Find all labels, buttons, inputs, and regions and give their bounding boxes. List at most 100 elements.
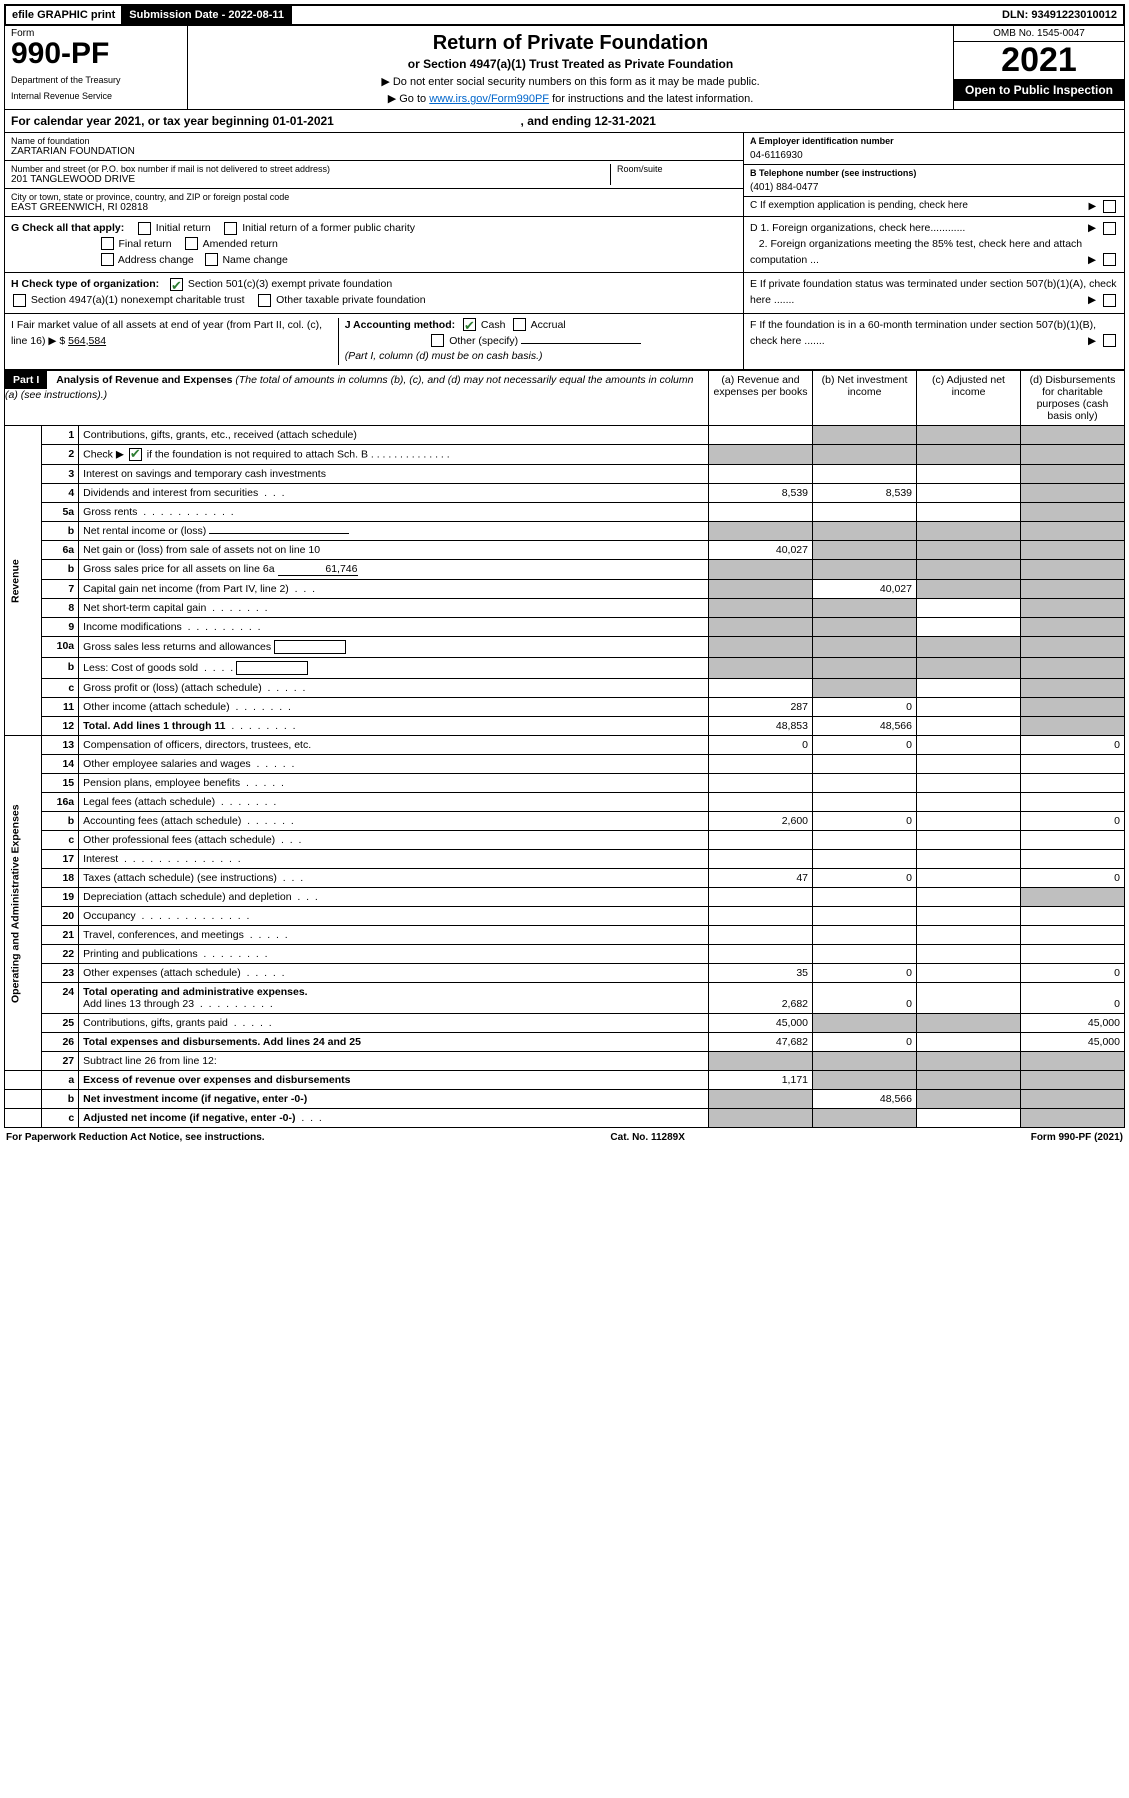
line-27b: Net investment income (if negative, ente… (79, 1090, 709, 1109)
form-header: Form 990-PF Department of the Treasury I… (4, 26, 1125, 110)
section-ij: I Fair market value of all assets at end… (5, 314, 743, 369)
form-subtitle: or Section 4947(a)(1) Trust Treated as P… (196, 57, 945, 71)
cash-checkbox[interactable] (463, 318, 476, 331)
name-change-checkbox[interactable] (205, 253, 218, 266)
line-16a: Legal fees (attach schedule) . . . . . .… (79, 793, 709, 812)
city-label: City or town, state or province, country… (11, 192, 737, 202)
section-h: H Check type of organization: Section 50… (5, 273, 743, 314)
cat-no: Cat. No. 11289X (610, 1132, 684, 1143)
arrow-icon: ▶ (1088, 334, 1096, 350)
tax-year: 2021 (954, 42, 1124, 79)
line-13: Compensation of officers, directors, tru… (79, 736, 709, 755)
foreign-org-checkbox[interactable] (1103, 222, 1116, 235)
form-ref: Form 990-PF (2021) (1031, 1132, 1123, 1143)
arrow-icon: ▶ (1088, 253, 1096, 269)
submission-date: Submission Date - 2022-08-11 (123, 6, 292, 24)
initial-former-checkbox[interactable] (224, 222, 237, 235)
section-g: G Check all that apply: Initial return I… (5, 217, 743, 273)
line-27c: Adjusted net income (if negative, enter … (79, 1109, 709, 1128)
phone-value: (401) 884-0477 (750, 178, 1118, 193)
line-15: Pension plans, employee benefits . . . .… (79, 774, 709, 793)
col-d-header: (d) Disbursements for charitable purpose… (1021, 371, 1125, 426)
amended-return-checkbox[interactable] (185, 237, 198, 250)
omb-number: OMB No. 1545-0047 (954, 26, 1124, 42)
open-public-badge: Open to Public Inspection (954, 79, 1124, 101)
line-10a: Gross sales less returns and allowances (79, 637, 709, 658)
line-19: Depreciation (attach schedule) and deple… (79, 888, 709, 907)
phone-label: B Telephone number (see instructions) (750, 168, 1118, 178)
line-23: Other expenses (attach schedule) . . . .… (79, 964, 709, 983)
section-d: D 1. Foreign organizations, check here..… (744, 217, 1124, 273)
irs-link[interactable]: www.irs.gov/Form990PF (429, 93, 549, 105)
revenue-label: Revenue (5, 426, 42, 736)
507b1b-checkbox[interactable] (1103, 334, 1116, 347)
85pct-checkbox[interactable] (1103, 253, 1116, 266)
507b1a-checkbox[interactable] (1103, 294, 1116, 307)
addr-label: Number and street (or P.O. box number if… (11, 164, 610, 174)
line-20: Occupancy . . . . . . . . . . . . . (79, 907, 709, 926)
accrual-checkbox[interactable] (513, 318, 526, 331)
col-c-header: (c) Adjusted net income (917, 371, 1021, 426)
line-17: Interest . . . . . . . . . . . . . . (79, 850, 709, 869)
line-10c: Gross profit or (loss) (attach schedule)… (79, 679, 709, 698)
pending-checkbox[interactable] (1103, 200, 1116, 213)
line-16c: Other professional fees (attach schedule… (79, 831, 709, 850)
identification-block: Name of foundation ZARTARIAN FOUNDATION … (4, 133, 1125, 217)
section-f: F If the foundation is in a 60-month ter… (744, 314, 1124, 354)
efile-label[interactable]: efile GRAPHIC print (6, 6, 123, 24)
room-label: Room/suite (617, 164, 737, 174)
line-12: Total. Add lines 1 through 11 . . . . . … (79, 717, 709, 736)
section-e: E If private foundation status was termi… (744, 273, 1124, 314)
form-title: Return of Private Foundation (196, 32, 945, 55)
instr-link: ▶ Go to www.irs.gov/Form990PF for instru… (196, 92, 945, 105)
501c3-checkbox[interactable] (170, 278, 183, 291)
arrow-icon: ▶ (1088, 221, 1096, 237)
check-section: G Check all that apply: Initial return I… (4, 217, 1125, 370)
ein-label: A Employer identification number (750, 136, 1118, 146)
form-number: 990-PF (11, 39, 181, 69)
opex-label: Operating and Administrative Expenses (5, 736, 42, 1071)
line-27a: Excess of revenue over expenses and disb… (79, 1071, 709, 1090)
foundation-name: ZARTARIAN FOUNDATION (11, 146, 737, 157)
line-11: Other income (attach schedule) . . . . .… (79, 698, 709, 717)
page-footer: For Paperwork Reduction Act Notice, see … (4, 1128, 1125, 1143)
address-change-checkbox[interactable] (101, 253, 114, 266)
line-26: Total expenses and disbursements. Add li… (79, 1033, 709, 1052)
initial-return-checkbox[interactable] (138, 222, 151, 235)
ein-value: 04-6116930 (750, 146, 1118, 161)
street-address: 201 TANGLEWOOD DRIVE (11, 174, 610, 185)
name-label: Name of foundation (11, 136, 737, 146)
top-bar: efile GRAPHIC print Submission Date - 20… (4, 4, 1125, 26)
part1-table: Part I Analysis of Revenue and Expenses … (4, 370, 1125, 1128)
dept-treasury: Department of the Treasury (11, 75, 181, 85)
instr-ssn: ▶ Do not enter social security numbers o… (196, 75, 945, 88)
line-9: Income modifications . . . . . . . . . (79, 618, 709, 637)
other-method-checkbox[interactable] (431, 334, 444, 347)
irs-label: Internal Revenue Service (11, 91, 181, 101)
col-a-header: (a) Revenue and expenses per books (709, 371, 813, 426)
line-8: Net short-term capital gain . . . . . . … (79, 599, 709, 618)
line-5a: Gross rents . . . . . . . . . . . (79, 503, 709, 522)
line-6a: Net gain or (loss) from sale of assets n… (79, 541, 709, 560)
final-return-checkbox[interactable] (101, 237, 114, 250)
4947a1-checkbox[interactable] (13, 294, 26, 307)
arrow-icon: ▶ (1088, 293, 1096, 309)
line-1: Contributions, gifts, grants, etc., rece… (79, 426, 709, 445)
dln: DLN: 93491223010012 (996, 6, 1123, 24)
line-21: Travel, conferences, and meetings . . . … (79, 926, 709, 945)
schb-checkbox[interactable] (129, 448, 142, 461)
line-24: Total operating and administrative expen… (79, 983, 709, 1014)
line-5b: Net rental income or (loss) (79, 522, 709, 541)
pending-label: C If exemption application is pending, c… (750, 200, 968, 211)
line-6b: Gross sales price for all assets on line… (79, 560, 709, 580)
col-b-header: (b) Net investment income (813, 371, 917, 426)
arrow-icon: ▶ (1089, 201, 1097, 212)
fmv-value: 564,584 (68, 335, 106, 347)
line-16b: Accounting fees (attach schedule) . . . … (79, 812, 709, 831)
part1-label: Part I (5, 371, 47, 389)
line-27: Subtract line 26 from line 12: (79, 1052, 709, 1071)
calendar-year-row: For calendar year 2021, or tax year begi… (4, 110, 1125, 133)
other-taxable-checkbox[interactable] (258, 294, 271, 307)
line-22: Printing and publications . . . . . . . … (79, 945, 709, 964)
paperwork-notice: For Paperwork Reduction Act Notice, see … (6, 1132, 265, 1143)
